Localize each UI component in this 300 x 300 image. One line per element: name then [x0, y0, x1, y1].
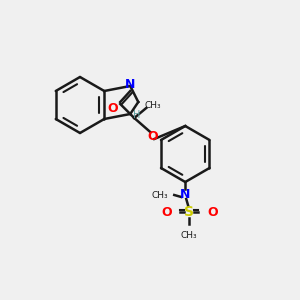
- Text: CH₃: CH₃: [152, 191, 169, 200]
- Text: O: O: [207, 206, 217, 218]
- Text: S: S: [184, 205, 194, 219]
- Text: CH₃: CH₃: [181, 232, 198, 241]
- Text: N: N: [180, 188, 190, 200]
- Text: O: O: [107, 103, 118, 116]
- Text: H: H: [133, 110, 140, 120]
- Text: O: O: [147, 130, 158, 142]
- Text: N: N: [125, 79, 135, 92]
- Text: CH₃: CH₃: [145, 101, 162, 110]
- Text: O: O: [161, 206, 172, 218]
